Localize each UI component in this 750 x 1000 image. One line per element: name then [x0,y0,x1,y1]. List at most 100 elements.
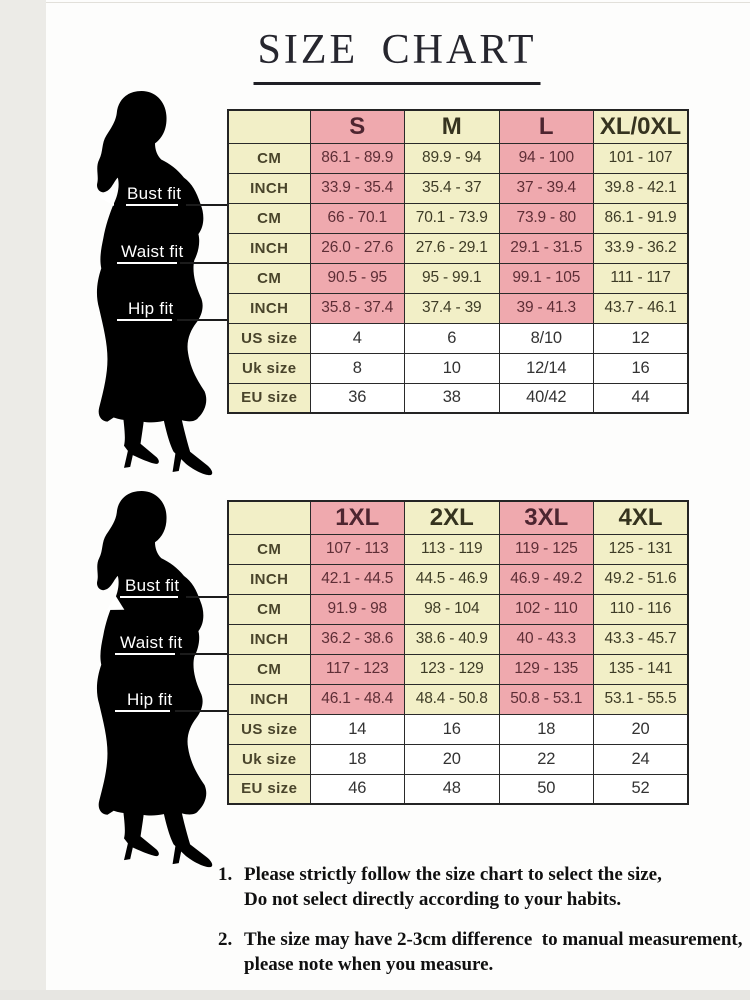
size-cell: 10 [404,352,500,384]
size-cell: 39 - 41.3 [498,292,594,324]
row-label-cell: EU size [227,382,311,414]
row-label-cell: EU size [227,773,311,805]
size-cell: 37.4 - 39 [404,292,500,324]
size-cell: 123 - 129 [404,653,500,685]
size-cell: 125 - 131 [593,533,689,565]
table-row: INCH 36.2 - 38.6 38.6 - 40.9 40 - 43.3 4… [227,623,689,655]
size-cell: 14 [309,713,405,745]
size-cell: 8/10 [498,322,594,354]
row-label-cell: INCH [227,232,311,264]
bust-underline-top [126,204,178,206]
waist-fit-label-top: Waist fit [121,242,184,261]
row-label-cell: INCH [227,563,311,595]
size-cell: 46 [309,773,405,805]
row-label-cell: Uk size [227,352,311,384]
size-table-regular: S M L XL/0XL CM 86.1 - 89.9 89.9 - 94 94… [227,109,689,414]
female-silhouette-bottom [96,490,213,868]
size-cell: 16 [404,713,500,745]
table-row: CM 90.5 - 95 95 - 99.1 99.1 - 105 111 - … [227,262,689,294]
size-cell: 36 [309,382,405,414]
header-row: S M L XL/0XL [227,109,689,144]
size-cell: 117 - 123 [309,653,405,685]
arrow-left-icon [99,189,114,206]
size-cell: 27.6 - 29.1 [404,232,500,264]
waist-underline-bottom [115,653,175,655]
note-2: 2. The size may have 2-3cm difference to… [218,928,743,977]
size-cell: 20 [404,743,500,775]
size-cell: 22 [498,743,594,775]
size-cell: 95 - 99.1 [404,262,500,294]
size-cell: 35.4 - 37 [404,172,500,204]
row-label-cell: INCH [227,623,311,655]
size-cell: 98 - 104 [404,593,500,625]
bust-fit-label-top: Bust fit [127,184,182,203]
row-label-cell: CM [227,593,311,625]
row-label-cell: INCH [227,292,311,324]
size-cell: 86.1 - 89.9 [309,142,405,174]
size-cell: 40/42 [498,382,594,414]
size-cell: 110 - 116 [593,593,689,625]
size-cell: 44 [593,382,689,414]
corner-cell [227,500,311,535]
size-cell: 18 [498,713,594,745]
corner-cell [227,109,311,144]
row-label-cell: CM [227,202,311,234]
size-cell: 101 - 107 [593,142,689,174]
note-text: please note when you measure. [244,953,494,975]
size-cell: 36.2 - 38.6 [309,623,405,655]
bust-pointer-line-bottom [186,596,228,598]
size-cell: 39.8 - 42.1 [593,172,689,204]
row-label-cell: US size [227,713,311,745]
size-header-cell: M [404,109,500,144]
size-cell: 94 - 100 [498,142,594,174]
bust-fit-label-bottom: Bust fit [125,576,180,595]
table-row: INCH 26.0 - 27.6 27.6 - 29.1 29.1 - 31.5… [227,232,689,264]
size-cell: 113 - 119 [404,533,500,565]
table-row: CM 66 - 70.1 70.1 - 73.9 73.9 - 80 86.1 … [227,202,689,234]
table-row: CM 86.1 - 89.9 89.9 - 94 94 - 100 101 - … [227,142,689,174]
table-row: INCH 42.1 - 44.5 44.5 - 46.9 46.9 - 49.2… [227,563,689,595]
size-cell: 70.1 - 73.9 [404,202,500,234]
bottom-margin [0,990,750,1000]
size-cell: 26.0 - 27.6 [309,232,405,264]
size-cell: 6 [404,322,500,354]
size-header-cell: 2XL [404,500,500,535]
waist-fit-label-bottom: Waist fit [120,633,183,652]
table-row: CM 117 - 123 123 - 129 129 - 135 135 - 1… [227,653,689,685]
size-cell: 53.1 - 55.5 [593,683,689,715]
size-cell: 135 - 141 [593,653,689,685]
note-number: 2. [218,929,233,950]
table-row: CM 91.9 - 98 98 - 104 102 - 110 110 - 11… [227,593,689,625]
size-cell: 91.9 - 98 [309,593,405,625]
note-text: Please strictly follow the size chart to… [244,864,662,885]
size-cell: 102 - 110 [498,593,594,625]
size-cell: 12 [593,322,689,354]
size-cell: 86.1 - 91.9 [593,202,689,234]
row-label-cell: CM [227,653,311,685]
size-cell: 50.8 - 53.1 [498,683,594,715]
note-text: The size may have 2-3cm difference to ma… [244,929,743,950]
table-row: Uk size 8 10 12/14 16 [227,352,689,384]
row-label-cell: Uk size [227,743,311,775]
row-label-cell: CM [227,533,311,565]
size-cell: 111 - 117 [593,262,689,294]
size-cell: 38.6 - 40.9 [404,623,500,655]
header-row: 1XL 2XL 3XL 4XL [227,500,689,535]
left-margin [0,0,46,1000]
size-cell: 40 - 43.3 [498,623,594,655]
table-row: CM 107 - 113 113 - 119 119 - 125 125 - 1… [227,533,689,565]
size-cell: 38 [404,382,500,414]
size-cell: 66 - 70.1 [309,202,405,234]
table-row: US size 14 16 18 20 [227,713,689,745]
size-header-cell: S [309,109,405,144]
size-cell: 90.5 - 95 [309,262,405,294]
bust-pointer-line-top [186,204,228,206]
size-cell: 46.9 - 49.2 [498,563,594,595]
size-header-cell: 4XL [593,500,689,535]
size-cell: 37 - 39.4 [498,172,594,204]
size-cell: 33.9 - 35.4 [309,172,405,204]
size-cell: 129 - 135 [498,653,594,685]
female-silhouette-top [96,91,213,476]
table-row: INCH 33.9 - 35.4 35.4 - 37 37 - 39.4 39.… [227,172,689,204]
